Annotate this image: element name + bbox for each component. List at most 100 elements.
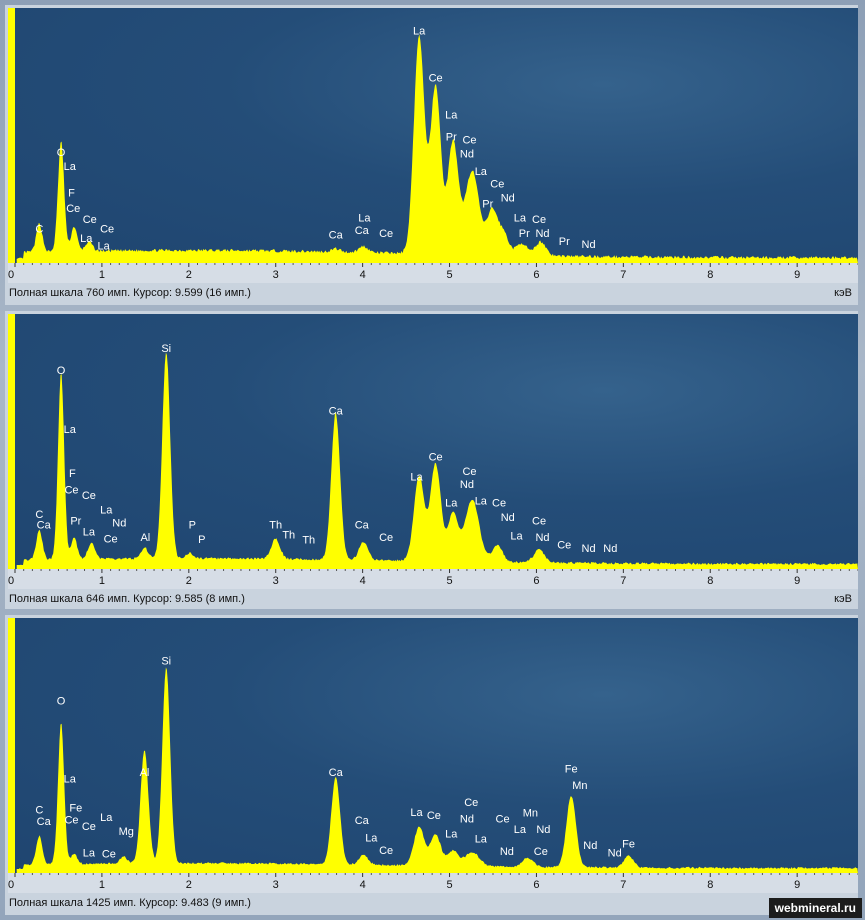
peak-label: Si <box>161 343 171 355</box>
peak-label: Ce <box>427 810 441 822</box>
peak-label: Mg <box>119 826 134 838</box>
status-text: Полная шкала 1425 имп. Курсор: 9.483 (9 … <box>9 897 251 909</box>
peak-label: La <box>98 241 111 253</box>
peak-label: La <box>83 527 96 539</box>
peak-label: La <box>64 774 77 786</box>
peak-label: Nd <box>536 824 550 836</box>
peak-label: La <box>475 495 488 507</box>
peak-label: Nd <box>603 543 617 555</box>
peak-label: F <box>69 468 76 480</box>
x-tick-label: 4 <box>360 575 366 587</box>
spectrum-plot[interactable]: C Ca O La Fe Ce Ce La Mg La Ce Al Si Ca Ca La Ce La Ce Ce Nd… <box>8 618 858 873</box>
peak-label: La <box>358 213 371 225</box>
peak-label: Pr <box>446 132 457 144</box>
peak-label: F <box>68 188 75 200</box>
peak-label: Ce <box>557 539 571 551</box>
peak-label: Al <box>140 532 150 544</box>
peak-label: O <box>57 695 66 707</box>
x-tick-label: 8 <box>707 575 713 587</box>
peak-label: P <box>198 534 205 546</box>
status-bar: Полная шкала 646 имп. Курсор: 9.585 (8 и… <box>8 590 858 608</box>
x-axis: 0 1 2 3 4 5 6 7 8 9 <box>8 569 859 589</box>
watermark: webmineral.ru <box>768 898 862 918</box>
peak-label: Ce <box>462 135 476 147</box>
peak-label: Ca <box>329 767 344 779</box>
peak-label: Th <box>269 519 282 531</box>
peak-label: La <box>410 807 423 819</box>
peak-label: Ce <box>429 72 443 84</box>
status-bar: Полная шкала 1425 имп. Курсор: 9.483 (9 … <box>8 894 858 912</box>
peak-label: Pr <box>559 236 570 248</box>
peak-label: Ce <box>379 532 393 544</box>
x-tick-label: 1 <box>99 879 105 891</box>
peak-label: Ce <box>532 516 546 528</box>
peak-label: La <box>64 424 77 436</box>
x-tick-label: 2 <box>186 575 192 587</box>
x-tick-label: 4 <box>360 269 366 281</box>
x-tick-label: 7 <box>620 269 626 281</box>
unit-label: кэВ <box>834 593 852 605</box>
peak-label: Ce <box>496 813 510 825</box>
peak-label: La <box>413 25 426 37</box>
peak-label: La <box>445 828 458 840</box>
x-tick-label: 5 <box>446 879 452 891</box>
peak-label: Ce <box>379 228 393 240</box>
x-tick-label: 0 <box>8 269 14 281</box>
peak-label: Nd <box>608 848 622 860</box>
peak-label: Ce <box>82 821 96 833</box>
spectrum-plot[interactable]: C Ca O La F Ce Ce Pr La La Nd Ce Al Si P P Th Th Th Ca Ca Ce C… <box>8 314 858 569</box>
peak-label: O <box>57 365 66 377</box>
x-tick-label: 7 <box>620 879 626 891</box>
peak-label: Pr <box>482 199 493 211</box>
peak-label: Nd <box>460 149 474 161</box>
peak-label: La <box>510 530 523 542</box>
peak-label: La <box>83 848 96 860</box>
peak-label: La <box>100 505 113 517</box>
peak-label: Ce <box>100 223 114 235</box>
peak-label: Ce <box>464 797 478 809</box>
peak-label: Ce <box>66 203 80 215</box>
peak-label: Ce <box>462 466 476 478</box>
x-tick-label: 0 <box>8 575 14 587</box>
x-tick-label: 6 <box>533 269 539 281</box>
peak-label: Nd <box>501 192 515 204</box>
x-tick-label: 3 <box>273 879 279 891</box>
x-tick-label: 2 <box>186 879 192 891</box>
peak-label: Ce <box>379 845 393 857</box>
peak-label: Ce <box>104 533 118 545</box>
peak-label: Nd <box>460 479 474 491</box>
peak-label: Ce <box>492 497 506 509</box>
peak-label: C <box>35 804 43 816</box>
zero-peak-bar <box>8 8 15 263</box>
peak-label: La <box>80 233 93 245</box>
peak-label: Ce <box>82 490 96 502</box>
peak-label: La <box>410 472 423 484</box>
x-tick-label: 4 <box>360 879 366 891</box>
peak-label: Fe <box>565 764 578 776</box>
status-text: Полная шкала 646 имп. Курсор: 9.585 (8 и… <box>9 593 245 605</box>
status-bar: Полная шкала 760 имп. Курсор: 9.599 (16 … <box>8 284 858 302</box>
peak-label: La <box>475 166 488 178</box>
peak-label: Ca <box>329 230 344 242</box>
x-tick-label: 7 <box>620 575 626 587</box>
peak-label: Pr <box>70 516 81 528</box>
status-text: Полная шкала 760 имп. Курсор: 9.599 (16 … <box>9 287 251 299</box>
peak-label: La <box>445 110 458 122</box>
peak-label: Ce <box>490 178 504 190</box>
peak-label: Nd <box>535 532 549 544</box>
x-tick-label: 5 <box>446 269 452 281</box>
x-tick-label: 9 <box>794 269 800 281</box>
zero-peak-bar <box>8 314 15 569</box>
peak-label: La <box>475 833 488 845</box>
x-tick-label: 9 <box>794 879 800 891</box>
peak-label: O <box>57 147 66 159</box>
x-tick-label: 2 <box>186 269 192 281</box>
peak-label: La <box>64 161 77 173</box>
peak-label: Th <box>282 530 295 542</box>
x-tick-label: 6 <box>533 575 539 587</box>
unit-label: кэВ <box>834 287 852 299</box>
peak-label: Nd <box>582 543 596 555</box>
spectrum-plot[interactable]: C O La F Ce Ce Ce La La Ca La Ca Ce La Ce La Pr Ce Nd La Ce N… <box>8 8 858 263</box>
